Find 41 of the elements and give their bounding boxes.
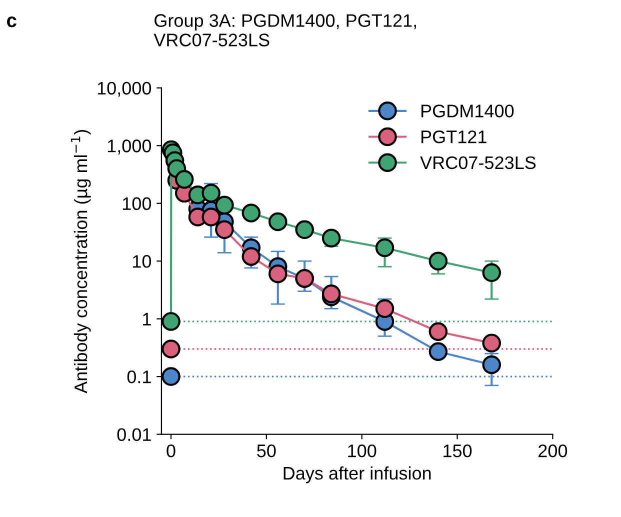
point — [268, 264, 288, 284]
point — [162, 340, 180, 358]
y-tick-label: 1 — [143, 312, 151, 326]
point — [322, 284, 341, 304]
y-tick-label: 0.1 — [127, 370, 151, 384]
x-axis-title: Days after infusion — [284, 466, 431, 484]
y-tick-label: 1,000 — [108, 140, 152, 154]
y-tick-label: 0.01 — [117, 428, 151, 441]
chart-title: Group 3A: PGDM1400, PGT121, VRC07-523LS — [154, 14, 416, 46]
point — [428, 322, 448, 342]
point — [215, 196, 234, 215]
point — [482, 355, 501, 374]
text: c — [6, 16, 16, 28]
point — [375, 299, 394, 318]
point — [242, 247, 261, 266]
point — [482, 263, 501, 282]
x-tick-label: 200 — [538, 444, 568, 458]
point — [162, 312, 180, 331]
y-tick-label: 100 — [122, 197, 152, 210]
x-tick-label: 0 — [166, 444, 176, 458]
y-tick-label: 10,000 — [98, 82, 152, 97]
point — [202, 184, 220, 203]
y-axis-title: Antibody concentration (µg ml$^{−1}$) — [70, 130, 91, 394]
x-tick-label: 100 — [348, 444, 376, 458]
legend-label: PGDM1400 — [422, 104, 514, 118]
point — [162, 367, 180, 386]
x-tick-label: 150 — [444, 444, 472, 458]
point — [428, 252, 448, 270]
point — [428, 342, 448, 362]
point — [268, 212, 288, 232]
legend-label: PGT121 — [422, 130, 486, 144]
point — [174, 170, 194, 189]
point — [295, 220, 314, 240]
y-tick-label: 10 — [133, 255, 152, 268]
point — [375, 238, 394, 258]
point — [215, 220, 234, 240]
point — [482, 334, 501, 352]
legend-label: VRC07-523LS — [420, 156, 536, 170]
point — [242, 204, 261, 222]
x-tick-label: 50 — [257, 444, 276, 458]
point — [202, 208, 220, 226]
